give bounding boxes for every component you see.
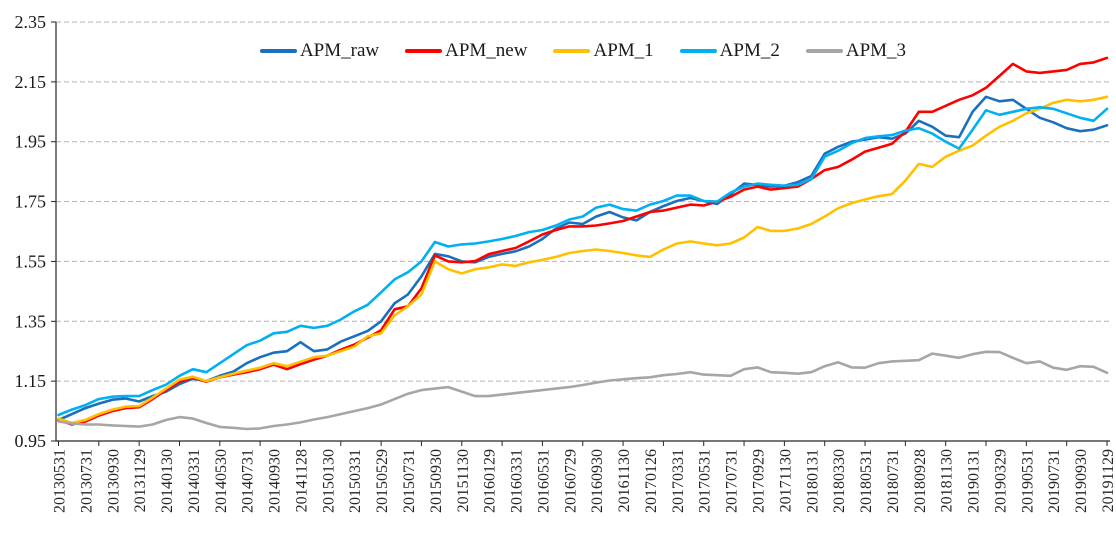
x-tick-label: 20140331 xyxy=(186,449,203,513)
x-tick-label: 20180131 xyxy=(804,449,821,513)
x-tick-label: 20180531 xyxy=(858,449,875,513)
y-tick-label: 1.95 xyxy=(15,132,47,152)
x-tick-label: 20140731 xyxy=(240,449,257,513)
x-tick-label: 20150930 xyxy=(428,449,445,513)
x-tick-label: 20171130 xyxy=(777,449,794,512)
y-tick-label: 1.15 xyxy=(15,371,47,391)
x-tick-label: 20131129 xyxy=(132,449,149,512)
x-tick-label: 20150731 xyxy=(401,449,418,513)
x-tick-label: 20161130 xyxy=(616,449,633,512)
x-tick-label: 20160930 xyxy=(589,449,606,513)
x-tick-label: 20150130 xyxy=(320,449,337,513)
x-tick-label: 20170929 xyxy=(751,449,768,513)
x-tick-label: 20180928 xyxy=(912,449,929,513)
x-tick-label: 20160729 xyxy=(562,449,579,513)
x-tick-label: 20190930 xyxy=(1073,449,1090,513)
x-tick-label: 20181130 xyxy=(939,449,956,512)
series-line-apm-3 xyxy=(57,350,1109,431)
x-tick-label: 20180330 xyxy=(831,449,848,513)
x-tick-label: 20190131 xyxy=(966,449,983,513)
x-tick-label: 20170126 xyxy=(643,449,660,513)
y-tick-label: 1.55 xyxy=(15,251,47,271)
x-tick-label: 20190731 xyxy=(1046,449,1063,513)
x-tick-label: 20151130 xyxy=(455,449,472,512)
x-tick-label: 20140130 xyxy=(159,449,176,513)
x-tick-label: 20190329 xyxy=(992,449,1009,513)
x-tick-label: 20150331 xyxy=(347,449,364,513)
x-tick-label: 20170531 xyxy=(697,449,714,513)
x-tick-label: 20160331 xyxy=(509,449,526,513)
x-tick-label: 20130930 xyxy=(105,449,122,513)
x-tick-label: 20180731 xyxy=(885,449,902,513)
series-line-apm-1 xyxy=(57,95,1109,425)
x-tick-label: 20140930 xyxy=(267,449,284,513)
y-tick-label: 2.35 xyxy=(15,12,47,32)
y-tick-label: 1.35 xyxy=(15,311,47,331)
x-tick-label: 20141128 xyxy=(293,449,310,512)
x-tick-label: 20170331 xyxy=(670,449,687,513)
series-line-apm-raw xyxy=(57,95,1109,422)
x-tick-label: 20190531 xyxy=(1019,449,1036,513)
x-tick-label: 20150529 xyxy=(374,449,391,513)
y-tick-label: 0.95 xyxy=(15,431,47,451)
x-tick-label: 20160531 xyxy=(535,449,552,513)
x-tick-label: 20130531 xyxy=(52,449,69,513)
x-tick-label: 20130731 xyxy=(78,449,95,513)
x-tick-label: 20191129 xyxy=(1100,449,1116,512)
x-tick-label: 20160129 xyxy=(482,449,499,513)
x-tick-label: 20170731 xyxy=(724,449,741,513)
y-tick-label: 2.15 xyxy=(15,72,47,92)
y-tick-label: 1.75 xyxy=(15,192,47,212)
series-line-apm-new xyxy=(57,56,1109,426)
series-line-apm-2 xyxy=(57,106,1109,417)
x-tick-label: 20140530 xyxy=(213,449,230,513)
